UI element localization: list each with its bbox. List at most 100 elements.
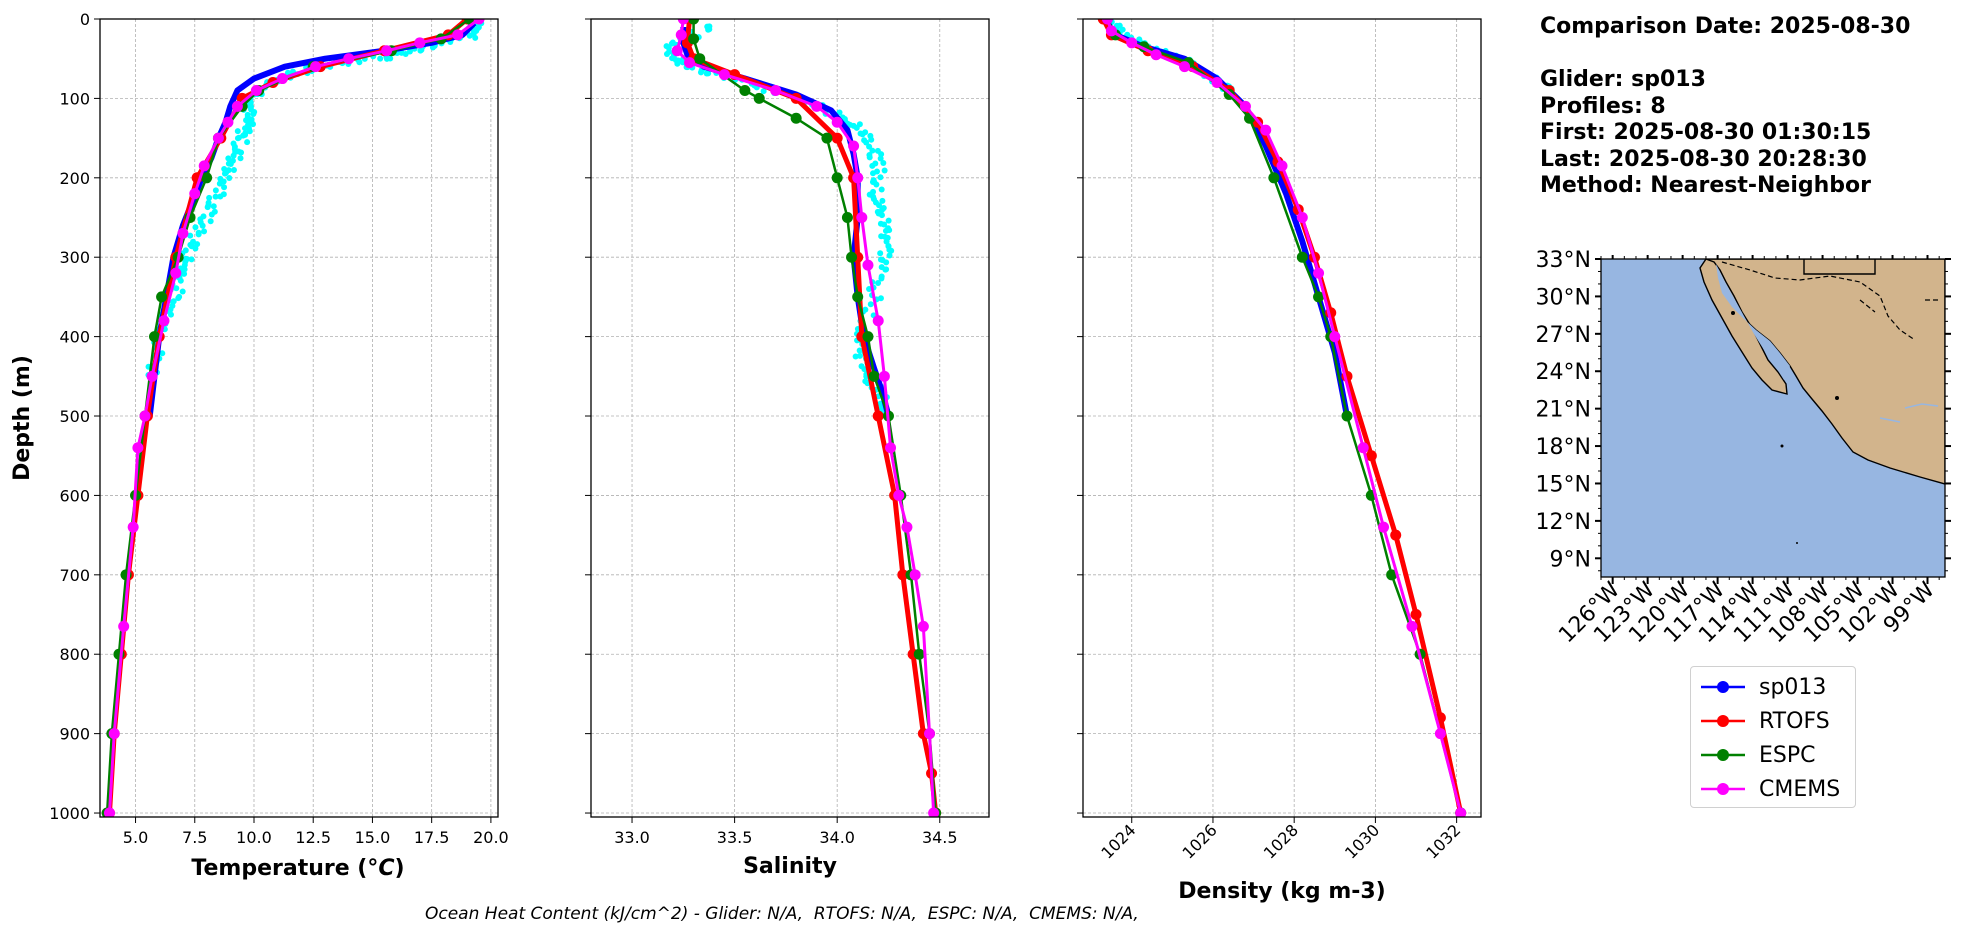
raw-point [221,170,228,177]
x-tick-label: 1026 [1179,820,1221,862]
series-line-espc [692,19,937,814]
series-point-cmems [1406,620,1418,632]
series-point-cmems [909,569,921,581]
raw-point [212,187,219,194]
raw-point [244,139,251,146]
info-spacer [1540,41,1910,68]
series-point-cmems [928,807,940,817]
raw-point [173,285,180,292]
x-tick-label: 17.5 [414,828,450,847]
series-point-cmems [878,370,890,382]
grid-lines [1083,18,1481,817]
raw-point [179,288,186,295]
raw-point [853,124,860,131]
raw-point [880,160,887,167]
lat-label: 18°N [1536,435,1591,460]
raw-point [398,49,405,56]
legend-label: sp013 [1759,674,1827,700]
legend-item-sp013: sp013 [1699,673,1826,701]
y-tick-label: 300 [59,248,90,267]
series-point-cmems [177,227,189,239]
series-point-cmems [1296,212,1308,224]
raw-point [246,128,253,135]
salinity-panel: 33.0 33.5 34.0 34.5 Salinity [585,18,990,879]
density-panel: 1024 1026 1028 1030 1032 Density (kg m-3) [1077,18,1482,904]
raw-point [878,186,885,193]
series-point-espc [841,212,853,224]
raw-point [877,220,884,227]
series-point-cmems [1239,100,1251,112]
x-axis-label: Density (kg m-3) [1178,879,1386,904]
lat-label: 27°N [1536,323,1591,348]
series-point-cmems [189,188,201,200]
series-point-cmems [718,69,730,81]
series-point-cmems [343,53,355,65]
y-tick-label: 900 [59,725,90,744]
raw-point [886,246,893,253]
series-point-cmems [170,267,182,279]
series-point-rtofs [1410,609,1422,621]
series-line-rtofs [106,19,469,814]
comparison-date: Comparison Date: 2025-08-30 [1540,14,1911,39]
lat-label: 15°N [1536,472,1591,497]
y-tick-label: 800 [59,645,90,664]
raw-point [199,222,206,229]
series-point-cmems [1211,77,1223,89]
series-point-cmems [901,521,913,533]
series-point-espc [148,331,160,343]
legend-item-rtofs: RTOFS [1699,707,1830,735]
raw-point [167,306,174,313]
raw-point [885,217,892,224]
raw-point [881,167,888,174]
x-tick-label: 34.5 [922,828,958,847]
lat-label: 33°N [1536,248,1591,273]
raw-point [883,259,890,266]
raw-point [243,117,250,124]
grid-lines [100,18,498,817]
rivers [1879,403,1939,423]
axes-frame [590,18,990,818]
raw-point [377,55,384,62]
series-point-cmems [677,19,689,25]
raw-point [221,184,228,191]
raw-point [217,193,224,200]
raw-point [472,34,479,41]
map-inset: 33°N 30°N 27°N 24°N 21°N 18°N 15°N 12°N 9°N 126°… [1536,248,1951,648]
raw-point [705,26,712,33]
lat-label: 24°N [1536,360,1591,385]
series-point-cmems [108,728,120,740]
x-tick-label: 12.5 [295,828,331,847]
raw-point [1119,26,1126,33]
series-point-espc [846,251,858,263]
series-point-cmems [127,521,139,533]
raw-point [195,231,202,238]
raw-point [886,252,893,259]
series-point-espc [688,33,700,45]
grid-lines [591,18,989,817]
island [1835,396,1839,400]
longitude-labels: 126°W123°W120°W117°W114°W111°W108°W105°W… [1554,577,1940,648]
temperature-panel: 5.0 7.5 10.0 12.5 15.0 17.5 20.0 0 100 200 300 400 5… [10,10,509,881]
series-point-cmems [671,45,683,57]
raw-point [663,50,670,57]
legend-item-espc: ESPC [1699,741,1816,769]
axes-frame [1082,18,1482,818]
series-point-espc [694,53,706,65]
y-tick-label: 500 [59,407,90,426]
raw-point [418,46,425,53]
series-point-cmems [862,259,874,271]
raw-point [866,143,873,150]
raw-point [466,32,473,39]
ocean-heat-content-caption: Ocean Heat Content (kJ/cm^2) - Glider: N… [425,904,1139,924]
last-profile-time: Last: 2025-08-30 20:28:30 [1540,146,1867,172]
raw-point [870,170,877,177]
raw-point [204,204,211,211]
series-point-cmems [683,57,695,69]
series-point-espc [1268,172,1280,184]
island [1780,444,1784,448]
raw-point [859,131,866,138]
series-point-cmems [231,100,243,112]
x-tick-label: 1024 [1097,820,1139,862]
series-point-cmems [1276,160,1288,172]
series-point-cmems [1126,37,1138,49]
